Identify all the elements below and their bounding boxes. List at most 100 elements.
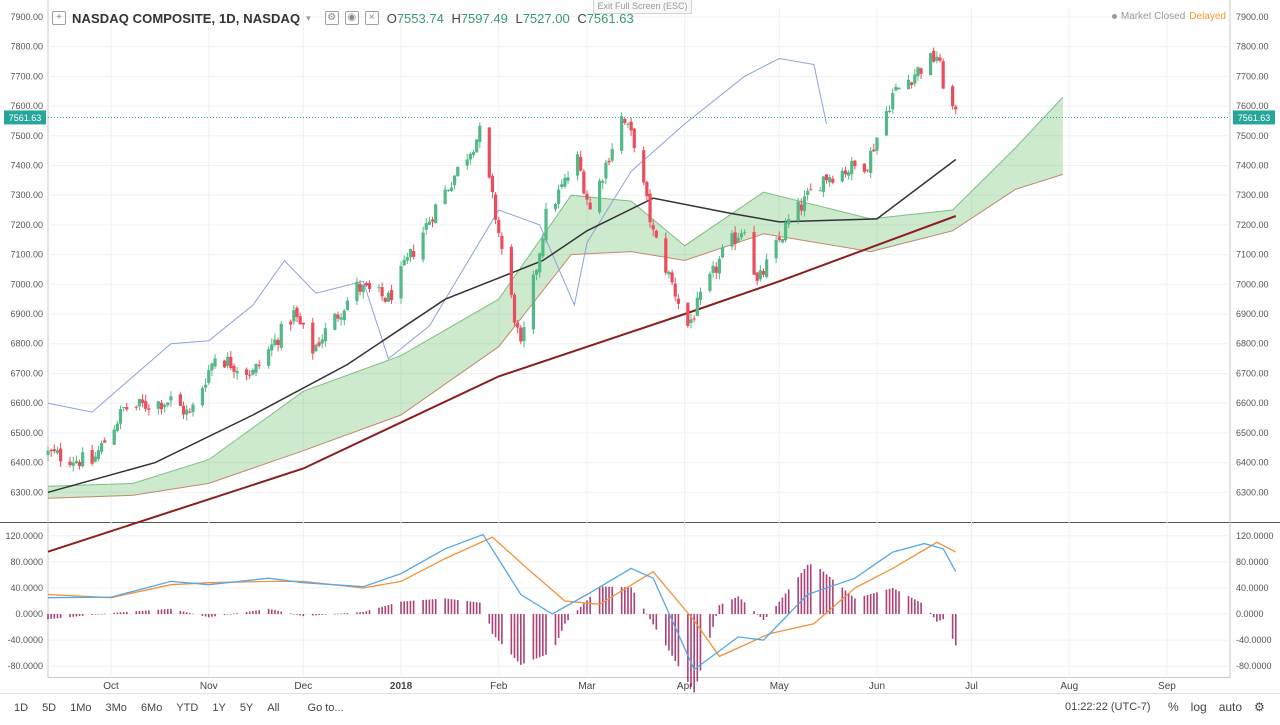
tf-1d[interactable]: 1D bbox=[14, 701, 29, 714]
log-toggle[interactable]: log bbox=[1190, 700, 1207, 714]
candle-body bbox=[733, 232, 737, 245]
macd-hist-bar bbox=[567, 614, 569, 621]
candle-body bbox=[59, 448, 63, 462]
candle-body bbox=[670, 272, 674, 283]
macd-hist-bar bbox=[157, 609, 160, 615]
price-tick-label-right: 7100.00 bbox=[1236, 250, 1269, 260]
macd-hist-bar bbox=[611, 586, 614, 615]
macd-hist-bar bbox=[214, 614, 216, 617]
tf-6mo[interactable]: 6Mo bbox=[140, 701, 163, 714]
time-tick-label: Apr bbox=[677, 681, 693, 692]
candle-body bbox=[244, 369, 249, 375]
macd-hist-bar bbox=[743, 602, 746, 615]
candle-body bbox=[853, 160, 857, 167]
candle-body bbox=[364, 282, 368, 286]
eye-icon[interactable]: ◉ bbox=[344, 11, 359, 25]
macd-hist-bar bbox=[765, 614, 768, 617]
percent-toggle[interactable]: % bbox=[1168, 700, 1179, 714]
candle-body bbox=[850, 160, 854, 175]
exit-fullscreen-button[interactable]: Exit Full Screen (ESC) bbox=[593, 0, 692, 14]
macd-hist-bar bbox=[141, 610, 144, 615]
candle-body bbox=[598, 180, 602, 213]
candle-body bbox=[336, 314, 340, 319]
settings-icon[interactable]: ⚙ bbox=[324, 11, 339, 25]
auto-toggle[interactable]: auto bbox=[1218, 700, 1243, 714]
candle-body bbox=[166, 402, 170, 406]
macd-hist-bar bbox=[932, 614, 935, 618]
candle-body bbox=[52, 449, 56, 452]
price-tick-label-right: 7600.00 bbox=[1236, 101, 1269, 111]
tf-5y[interactable]: 5Y bbox=[239, 701, 254, 714]
candle-body bbox=[204, 384, 208, 388]
candle-body bbox=[178, 394, 182, 406]
market-status: Market Closed Delayed bbox=[1111, 11, 1226, 22]
macd-hist-bar bbox=[299, 614, 301, 616]
tf-5d[interactable]: 5D bbox=[42, 701, 57, 714]
tf-ytd[interactable]: YTD bbox=[176, 701, 199, 714]
candle-body bbox=[620, 116, 624, 151]
tf-3mo[interactable]: 3Mo bbox=[105, 701, 127, 714]
macd-hist-bar bbox=[450, 599, 453, 615]
price-tick-label-right: 6300.00 bbox=[1236, 487, 1269, 497]
macd-hist-bar bbox=[866, 594, 869, 615]
candle-body bbox=[430, 219, 435, 222]
macd-tick-label-right: 120.0000 bbox=[1236, 531, 1274, 541]
expand-icon[interactable]: + bbox=[52, 11, 66, 25]
candle-body bbox=[361, 284, 365, 293]
candle-body bbox=[516, 322, 520, 328]
macd-hist-bar bbox=[951, 614, 954, 639]
candle-body bbox=[74, 460, 78, 464]
macd-hist-bar bbox=[274, 610, 276, 615]
macd-hist-bar bbox=[740, 599, 743, 615]
macd-hist-bar bbox=[400, 601, 402, 615]
candle-body bbox=[847, 172, 851, 176]
close-icon[interactable]: × bbox=[364, 11, 379, 25]
candle-body bbox=[68, 461, 72, 466]
candle-body bbox=[96, 450, 101, 460]
candle-body bbox=[276, 339, 280, 346]
candle-body bbox=[156, 401, 160, 409]
tf-1y[interactable]: 1Y bbox=[212, 701, 226, 714]
macd-tick-label-right: 80.0000 bbox=[1236, 557, 1269, 567]
tf-all[interactable]: All bbox=[267, 701, 280, 714]
tf-1mo[interactable]: 1Mo bbox=[70, 701, 92, 714]
macd-hist-bar bbox=[775, 605, 777, 615]
candle-body bbox=[421, 232, 425, 260]
candle-body bbox=[730, 233, 734, 247]
candle-body bbox=[232, 365, 236, 372]
candle-body bbox=[560, 184, 564, 187]
macd-hist-bar bbox=[832, 579, 834, 615]
candle-body bbox=[645, 181, 649, 197]
candle-body bbox=[342, 310, 346, 321]
macd-hist-bar bbox=[469, 601, 472, 615]
goto-button[interactable]: Go to... bbox=[307, 701, 344, 714]
macd-hist-bar bbox=[321, 614, 324, 615]
macd-hist-bar bbox=[113, 612, 115, 615]
gear-icon[interactable]: ⚙ bbox=[1254, 700, 1265, 714]
macd-hist-bar bbox=[847, 593, 850, 615]
macd-hist-bar bbox=[456, 599, 459, 615]
macd-hist-bar bbox=[488, 614, 491, 624]
price-tick-label-right: 7800.00 bbox=[1236, 42, 1269, 52]
candle-body bbox=[273, 339, 277, 345]
candle-body bbox=[320, 339, 324, 344]
macd-hist-bar bbox=[116, 612, 119, 615]
candle-body bbox=[471, 152, 476, 156]
candle-body bbox=[951, 86, 955, 106]
candle-body bbox=[544, 208, 548, 241]
macd-hist-bar bbox=[554, 614, 557, 646]
candle-body bbox=[377, 287, 381, 289]
candle-body bbox=[213, 358, 217, 367]
macd-hist-bar bbox=[56, 614, 59, 619]
macd-hist-bar bbox=[873, 593, 875, 615]
macd-hist-bar bbox=[277, 610, 279, 615]
candle-body bbox=[752, 232, 756, 275]
macd-hist-bar bbox=[356, 612, 358, 615]
price-tick-label-right: 7900.00 bbox=[1236, 12, 1269, 22]
symbol-title[interactable]: NASDAQ COMPOSITE, 1D, NASDAQ bbox=[72, 10, 301, 26]
macd-hist-bar bbox=[97, 614, 100, 615]
candle-body bbox=[222, 360, 227, 368]
chevron-down-icon[interactable]: ▾ bbox=[306, 12, 311, 23]
